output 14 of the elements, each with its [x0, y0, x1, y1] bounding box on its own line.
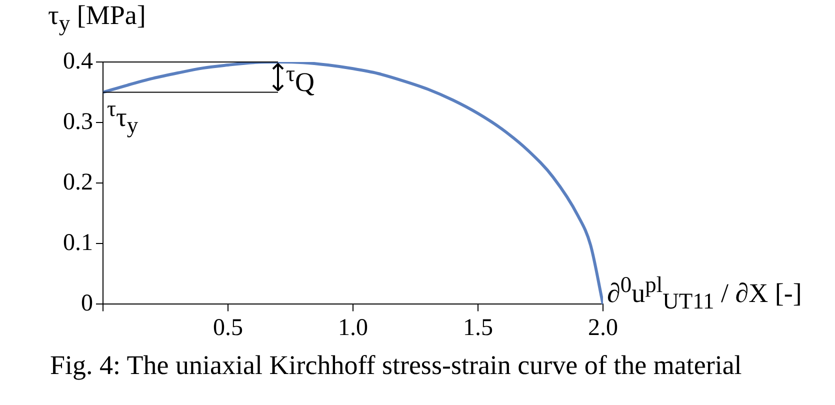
y-tick-label: 0.3	[63, 108, 93, 135]
y-axis-title: τ$_{y}$ [MPa]	[48, 0, 146, 36]
annotation: $^{τ}$Q	[286, 61, 315, 98]
caption: Fig. 4: The uniaxial Kirchhoff stress-strain curve of the material	[50, 350, 742, 380]
x-tick-label: 2.0	[588, 314, 618, 341]
y-tick-label: 0.2	[63, 169, 93, 196]
y-tick-label: 0.4	[63, 48, 93, 74]
y-tick-label: 0.1	[63, 230, 93, 256]
x-axis-title: ∂$^{0}$u$^{pl}$$_{UT11}$ / ∂X [-]	[607, 272, 802, 314]
annotation: $^{τ}$τ$_{y}$	[107, 96, 138, 138]
x-tick-label: 1.0	[338, 314, 368, 341]
y-tick-label: 0	[81, 290, 93, 316]
x-tick-label: 1.5	[463, 314, 493, 341]
x-tick-label: 0.5	[213, 314, 243, 341]
